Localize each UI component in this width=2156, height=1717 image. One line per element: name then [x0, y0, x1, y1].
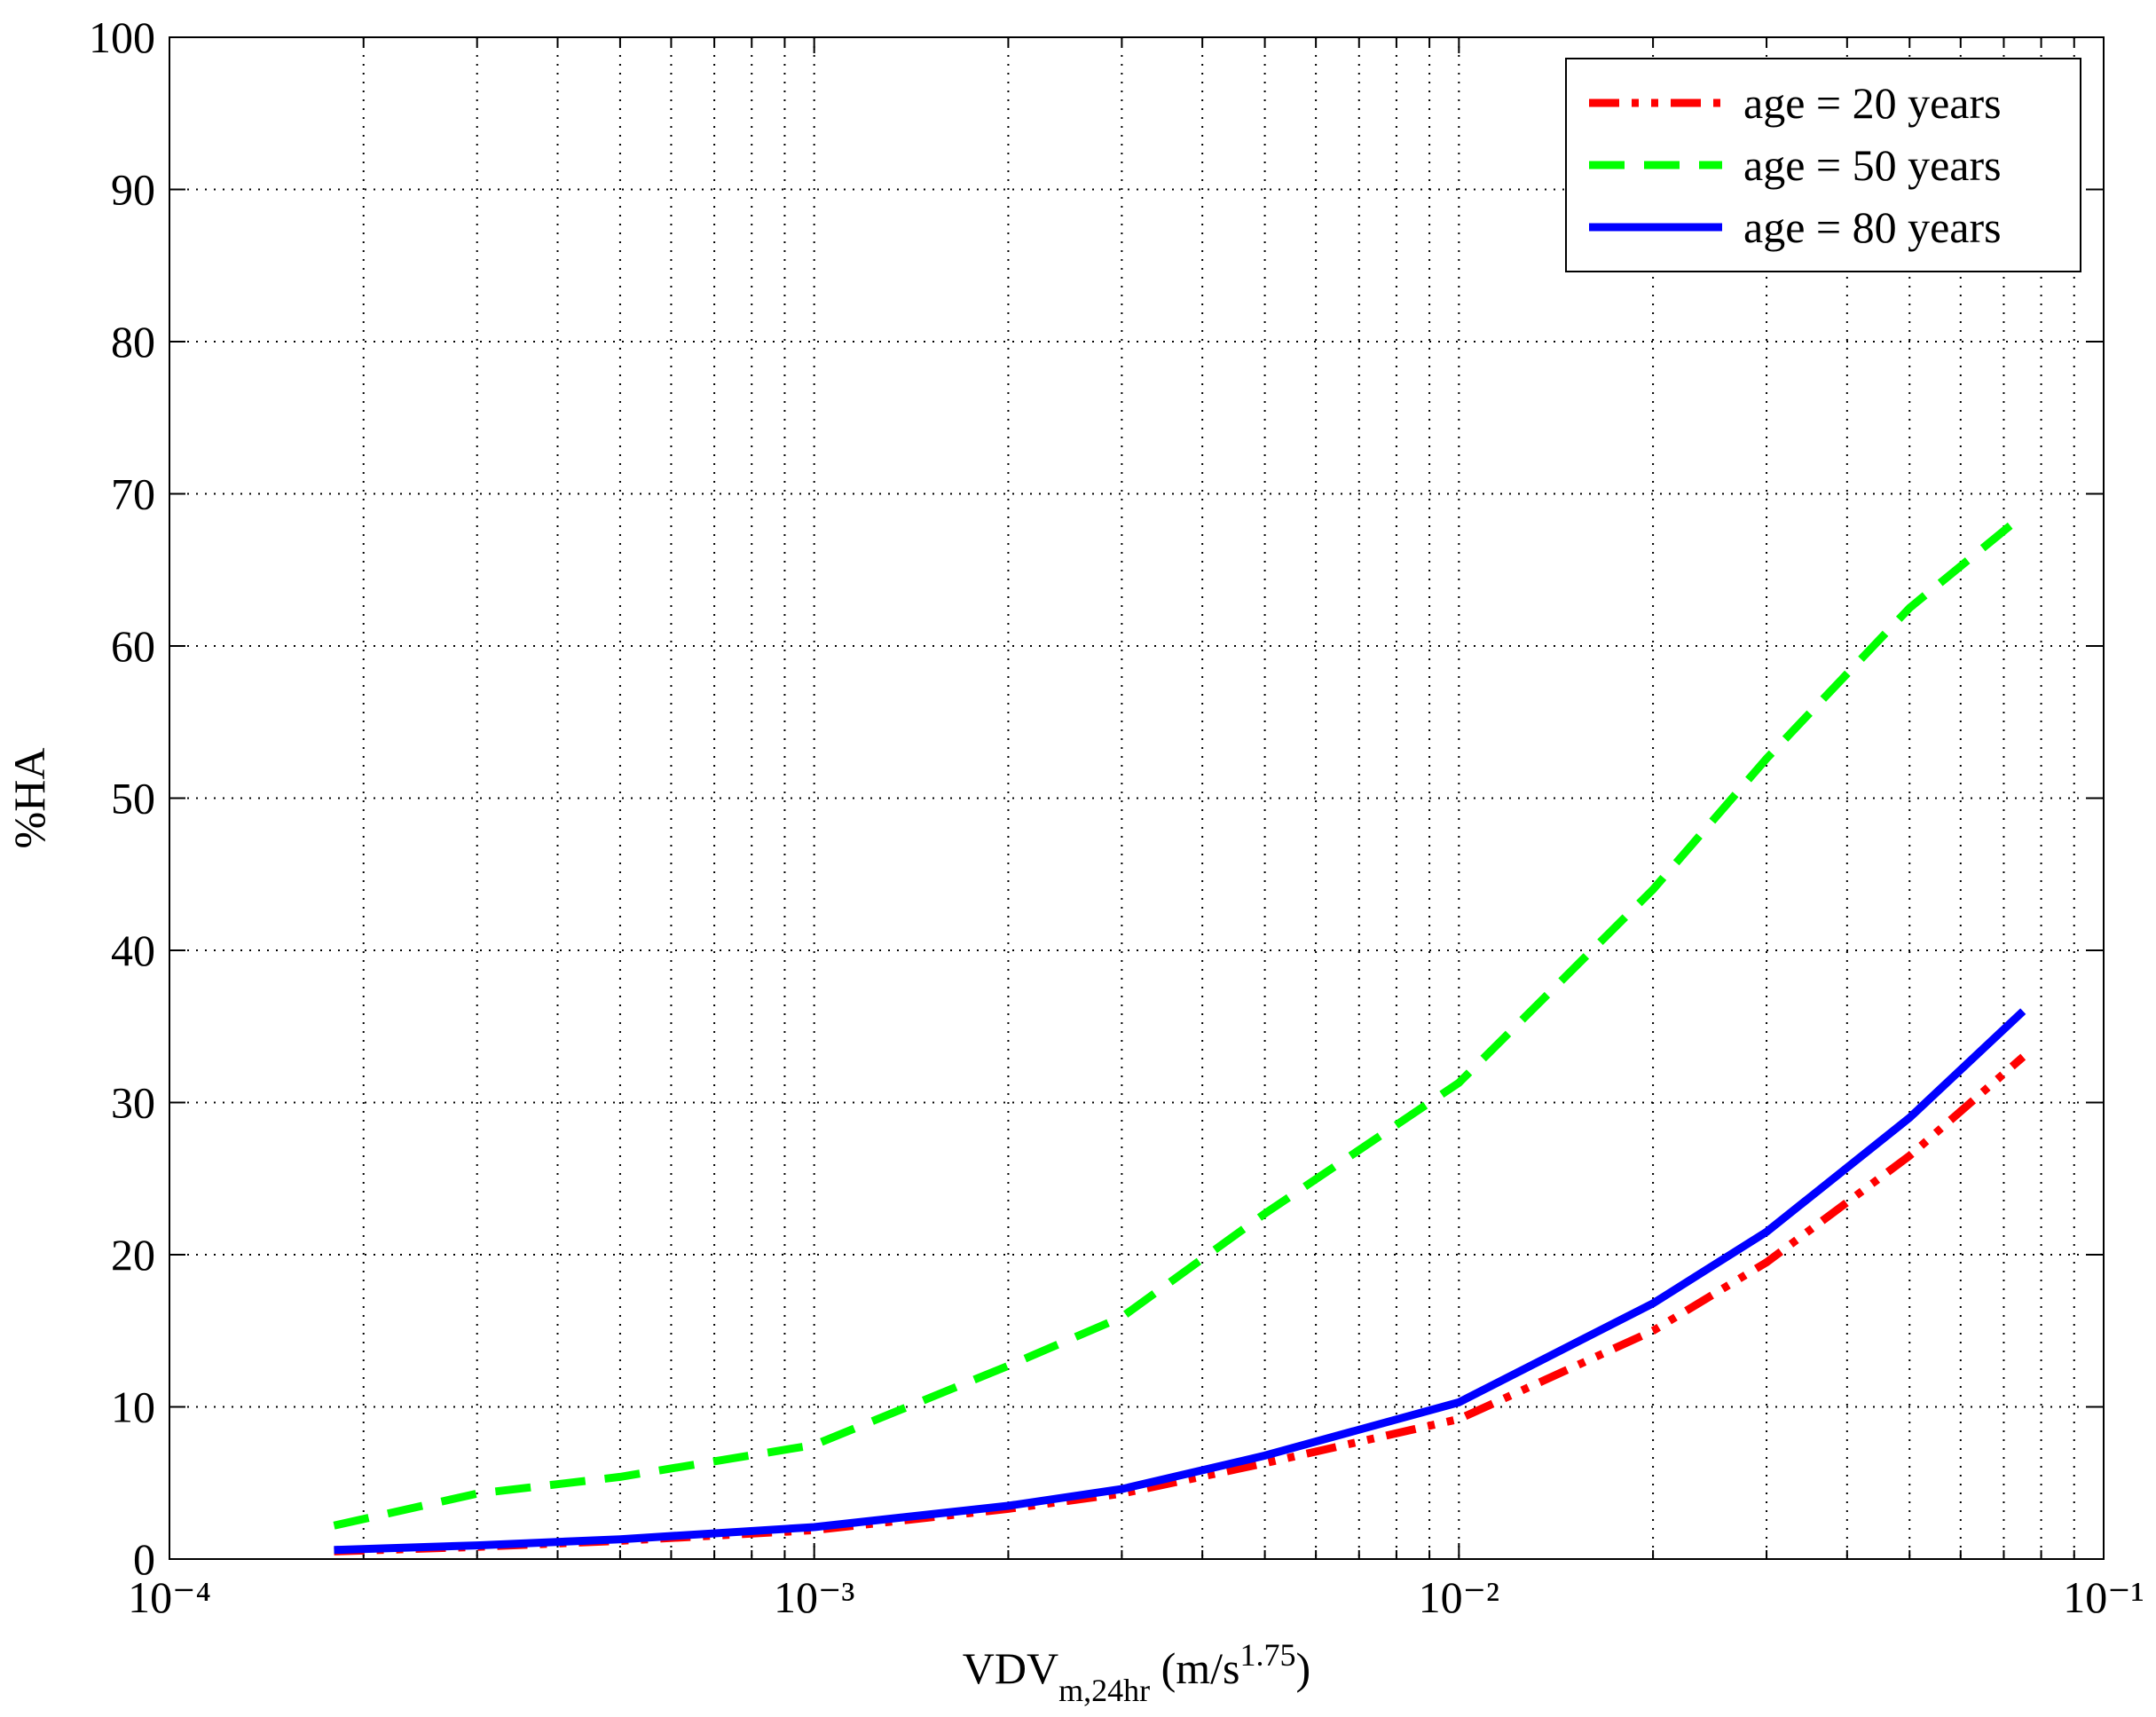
x-tick-label: 10⁻² [1419, 1572, 1499, 1622]
x-axis-label: VDVm,24hr (m/s1.75) [963, 1637, 1310, 1708]
series-line [333, 512, 2026, 1530]
x-axis-label-part: ) [1296, 1643, 1311, 1693]
y-tick-label: 100 [89, 12, 155, 62]
y-tick-label: 80 [111, 317, 155, 366]
y-tick-label: 90 [111, 165, 155, 215]
legend-label: age = 50 years [1743, 140, 2002, 190]
series-line [334, 1008, 2026, 1555]
y-tick-label: 30 [111, 1078, 155, 1128]
y-tick-label: 0 [133, 1534, 155, 1584]
y-tick-label: 60 [111, 621, 155, 671]
x-axis-label-part: (m/s [1150, 1643, 1239, 1693]
x-axis-label-part: VDV [963, 1643, 1058, 1693]
x-tick-label: 10⁻³ [774, 1572, 854, 1622]
y-tick-label: 20 [111, 1230, 155, 1280]
y-tick-label: 70 [111, 469, 155, 519]
y-tick-label: 50 [111, 774, 155, 823]
x-tick-label: 10⁻¹ [2063, 1572, 2144, 1622]
x-axis-label-part: m,24hr [1058, 1673, 1150, 1708]
plot-frame [169, 36, 2105, 1560]
y-axis-label: %HA [4, 748, 54, 849]
y-tick-label: 10 [111, 1382, 155, 1432]
legend-label: age = 20 years [1743, 78, 2002, 128]
x-tick-label: 10⁻⁴ [128, 1572, 211, 1622]
legend-label: age = 80 years [1743, 202, 2002, 252]
x-axis-label-part: 1.75 [1240, 1637, 1296, 1673]
y-tick-label: 40 [111, 925, 155, 975]
